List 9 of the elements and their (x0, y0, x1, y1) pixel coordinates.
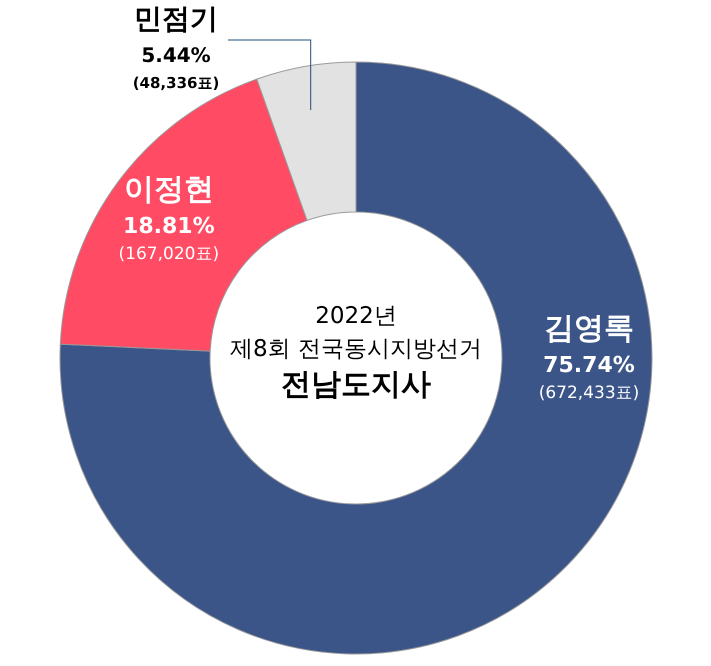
text: 2022년 제8회 전국동시지방선거 (230, 303, 482, 362)
slice-label: 민점기 (134, 2, 218, 35)
data-label: 18.81% (167,020표) (118, 214, 220, 264)
donut-slice (60, 62, 652, 654)
slice-label: 김영록 (544, 311, 634, 346)
text: 전남도지사 (281, 367, 431, 402)
data-label: 5.44% (48,336표) (132, 43, 220, 92)
data-label: 75.74% (672,433표) (538, 353, 640, 403)
slice-label: 이정현 (124, 172, 214, 208)
